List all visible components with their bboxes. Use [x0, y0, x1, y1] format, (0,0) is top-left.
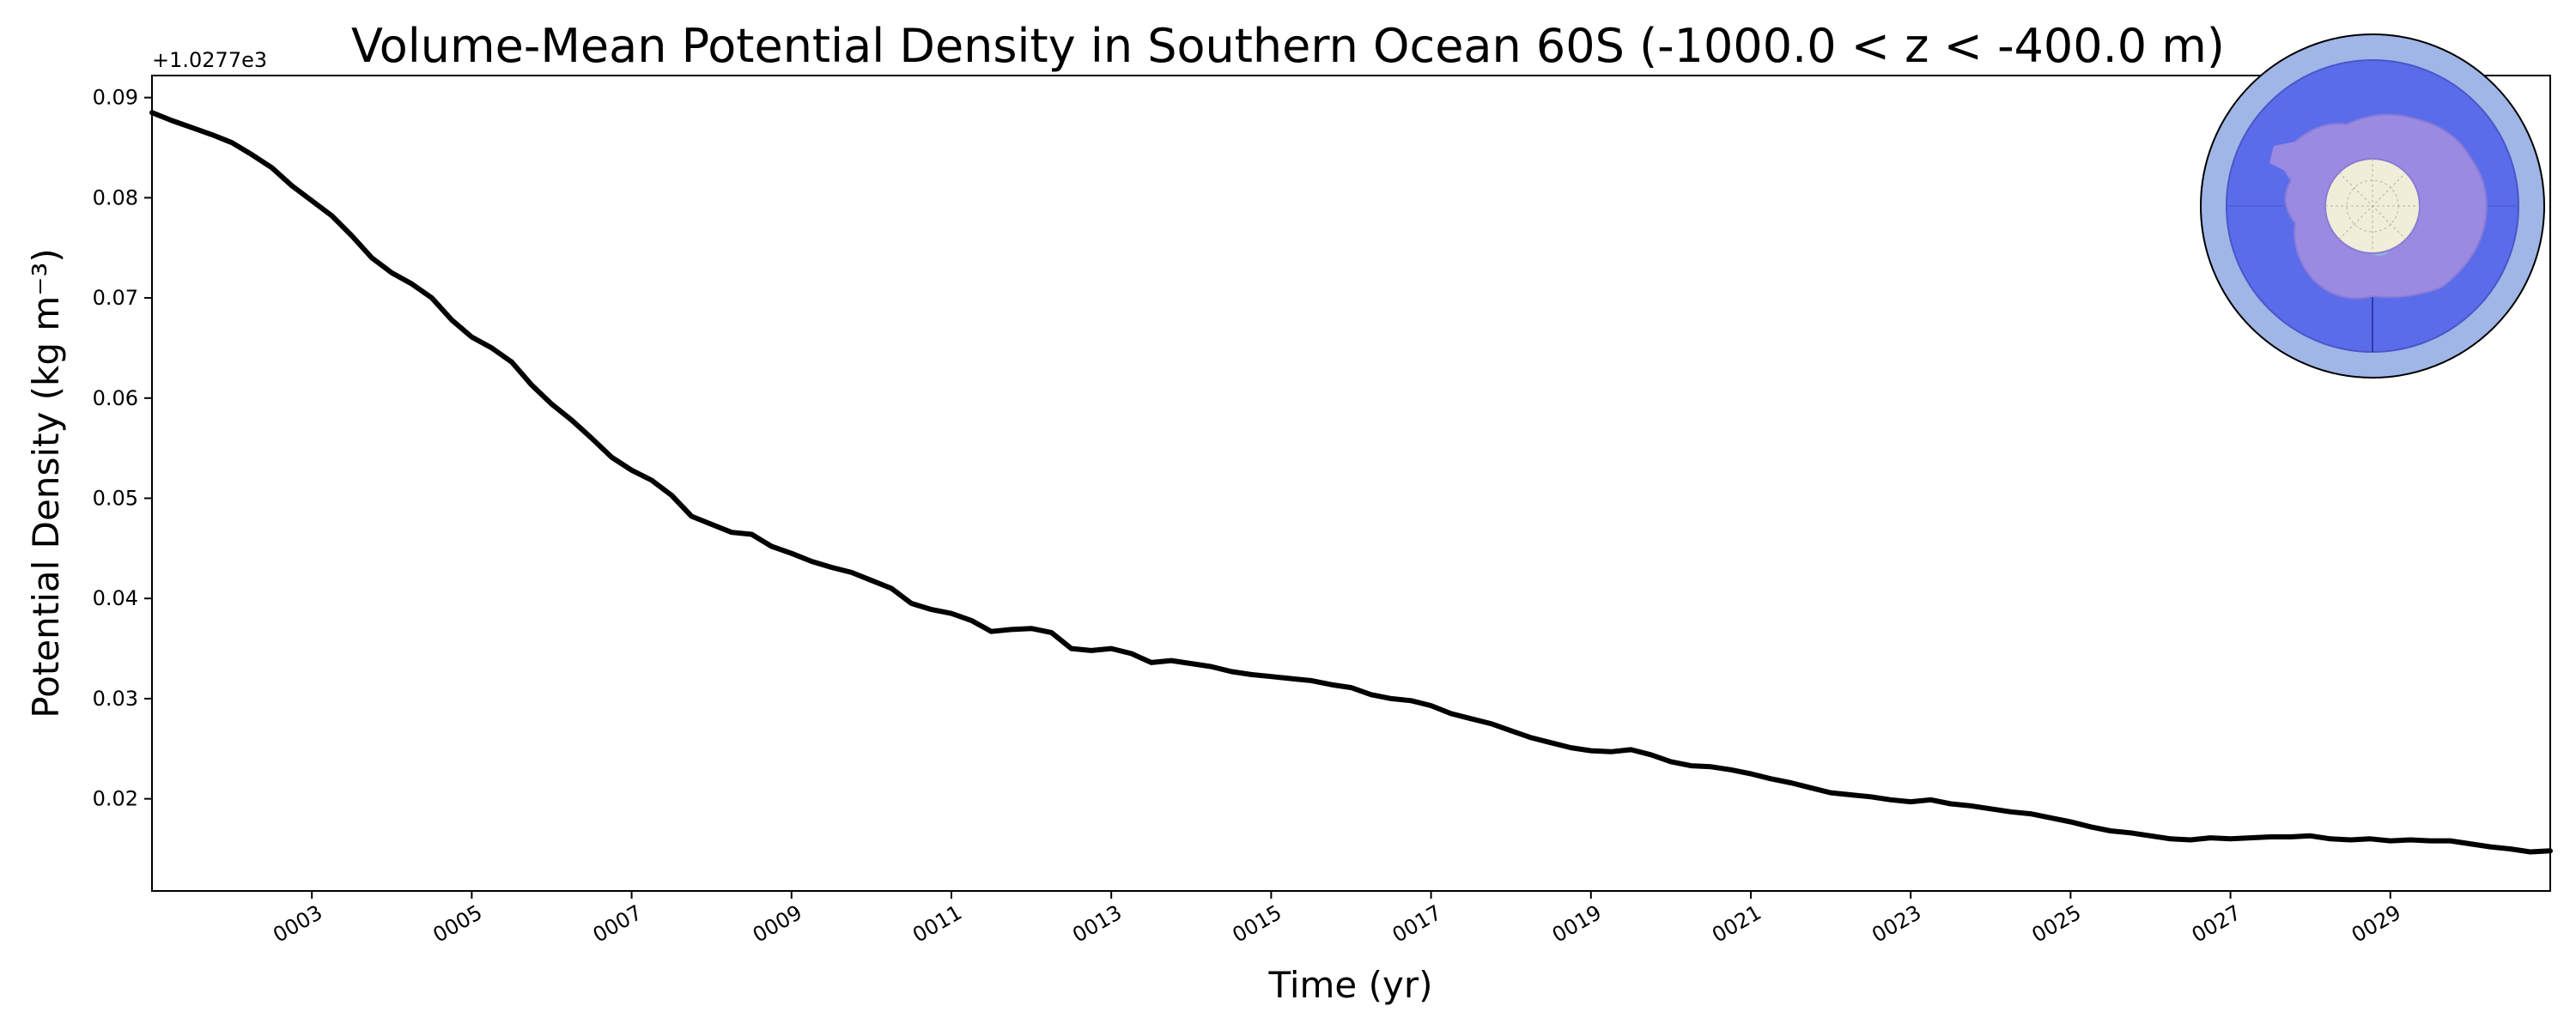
y-tick-label: 0.08	[93, 185, 138, 209]
y-tick-label: 0.03	[93, 687, 138, 711]
x-axis-title: Time (yr)	[1267, 964, 1432, 1006]
y-axis-title: Potential Density (kg m⁻³)	[25, 248, 67, 718]
y-tick-label: 0.02	[93, 787, 138, 811]
y-tick-label: 0.04	[93, 586, 138, 610]
y-axis: 0.02 0.03 0.04 0.05 0.06 0.07 0.08 0.09	[93, 86, 152, 811]
chart-title: Volume-Mean Potential Density in Souther…	[351, 19, 2225, 73]
plot-area	[149, 110, 2553, 855]
y-tick-label: 0.07	[93, 286, 138, 310]
polar-grid-line	[2338, 172, 2407, 240]
antarctica-polar-map-inset	[2200, 33, 2545, 379]
antarctic-peninsula	[2269, 142, 2295, 172]
y-tick-label: 0.09	[93, 86, 138, 110]
plot-frame	[151, 75, 2551, 892]
data-series-line	[149, 110, 2553, 855]
y-axis-offset-label: +1.0277e3	[152, 48, 267, 72]
y-tick-label: 0.06	[93, 386, 138, 410]
y-tick-label: 0.05	[93, 487, 138, 511]
